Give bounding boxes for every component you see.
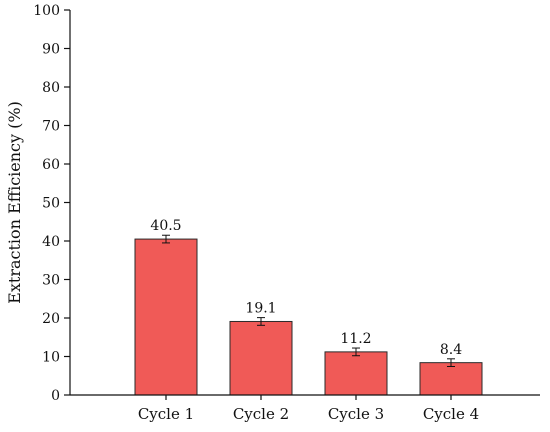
y-tick-label: 30 bbox=[42, 273, 60, 289]
y-tick-label: 100 bbox=[33, 3, 60, 19]
y-tick-label: 60 bbox=[42, 157, 60, 173]
x-tick-label: Cycle 4 bbox=[423, 405, 479, 423]
y-tick-label: 10 bbox=[42, 350, 60, 366]
x-tick-label: Cycle 2 bbox=[233, 405, 289, 423]
y-tick-label: 40 bbox=[42, 234, 60, 250]
bar bbox=[419, 362, 483, 396]
y-tick-label: 90 bbox=[42, 42, 60, 58]
x-axis-ticks: Cycle 1 Cycle 2 Cycle 3 Cycle 4 bbox=[138, 395, 479, 423]
bar bbox=[324, 351, 388, 396]
y-tick-label: 80 bbox=[42, 80, 60, 96]
bar bbox=[229, 320, 293, 396]
bar bbox=[134, 238, 198, 396]
bar-value-label: 8.4 bbox=[440, 342, 462, 358]
y-tick-label: 20 bbox=[42, 311, 60, 327]
y-tick-label: 70 bbox=[42, 119, 60, 135]
bar-value-label: 11.2 bbox=[340, 331, 371, 347]
y-tick-label: 0 bbox=[51, 388, 60, 404]
bar-series: 40.5 19.1 11.2 8.4 bbox=[134, 218, 483, 396]
y-tick-label: 50 bbox=[42, 196, 60, 212]
x-tick-label: Cycle 3 bbox=[328, 405, 384, 423]
x-tick-label: Cycle 1 bbox=[138, 405, 194, 423]
y-axis-ticks: 0 10 20 30 40 50 60 70 80 90 100 bbox=[33, 3, 70, 404]
bar-value-label: 19.1 bbox=[245, 301, 276, 317]
y-axis-title: Extraction Efficiency (%) bbox=[5, 101, 24, 304]
bar-value-label: 40.5 bbox=[150, 218, 181, 234]
